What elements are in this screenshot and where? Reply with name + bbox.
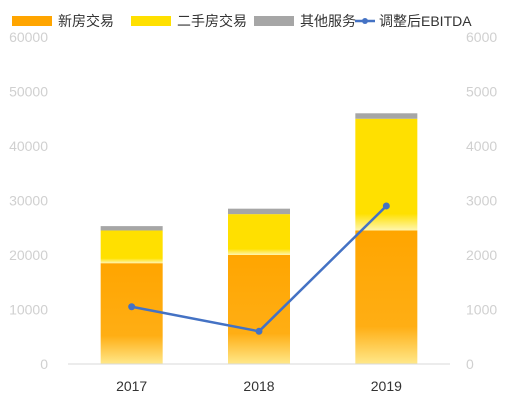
bar-other-2019 (355, 113, 418, 119)
legend-swatch (131, 16, 171, 26)
legend-label: 二手房交易 (177, 13, 247, 29)
bar-other-2018 (228, 208, 290, 215)
bar-new-home-2019 (355, 230, 418, 364)
bar-new-home-2017 (100, 263, 163, 364)
x-tick-label: 2019 (371, 378, 402, 394)
x-tick-label: 2018 (243, 378, 274, 394)
y-left-tick-label: 50000 (9, 84, 48, 100)
ebitda-point-2019 (382, 202, 390, 210)
bar-resale-2018 (228, 214, 290, 255)
legend-swatch (254, 16, 294, 26)
y-left-tick-label: 20000 (9, 247, 48, 263)
y-right-tick-label: 2000 (466, 247, 497, 263)
y-right-tick-label: 3000 (466, 193, 497, 209)
legend-label: 其他服务 (300, 13, 356, 29)
y-right-tick-label: 6000 (466, 29, 497, 45)
y-left-tick-label: 0 (40, 356, 48, 372)
y-right-tick-label: 4000 (466, 138, 497, 154)
y-left-tick-label: 10000 (9, 302, 48, 318)
legend-swatch (12, 16, 52, 26)
y-right-tick-label: 0 (466, 356, 474, 372)
legend-label: 新房交易 (58, 13, 114, 29)
bar-resale-2017 (100, 230, 163, 264)
ebitda-point-2018 (255, 327, 263, 335)
y-right-tick-label: 1000 (466, 302, 497, 318)
y-right-tick-label: 5000 (466, 84, 497, 100)
y-left-tick-label: 30000 (9, 193, 48, 209)
legend-marker (362, 18, 368, 24)
ebitda-point-2017 (128, 303, 136, 311)
legend-label: 调整后EBITDA (379, 13, 472, 29)
y-left-tick-label: 60000 (9, 29, 48, 45)
bar-resale-2019 (355, 118, 418, 231)
x-tick-label: 2017 (116, 378, 147, 394)
y-left-tick-label: 40000 (9, 138, 48, 154)
bar-other-2017 (100, 226, 163, 231)
